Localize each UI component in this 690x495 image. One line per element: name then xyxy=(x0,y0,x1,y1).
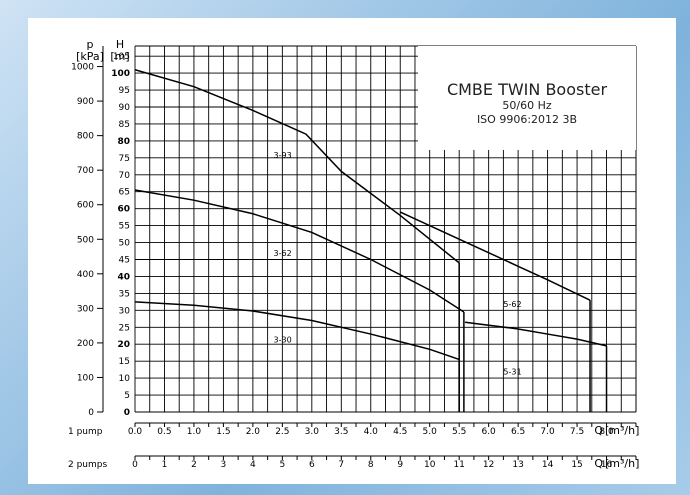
m-tick-label: 80 xyxy=(117,137,130,147)
x2-tick-label: 10 xyxy=(424,460,436,470)
x2-tick-label: 0 xyxy=(132,460,138,470)
y-right-axis-unit: [m] xyxy=(110,50,129,63)
x1-tick-label: 1.5 xyxy=(216,427,230,437)
x1-axis-unit: [m³/h] xyxy=(605,424,639,437)
m-tick-label: 15 xyxy=(119,357,130,367)
m-tick-label: 20 xyxy=(117,340,130,350)
x1-tick-label: 3.0 xyxy=(305,427,320,437)
m-tick-label: 45 xyxy=(119,256,130,266)
title-box: CMBE TWIN Booster 50/60 Hz ISO 9906:2012… xyxy=(418,46,636,150)
m-tick-label: 90 xyxy=(119,103,131,113)
kpa-tick-label: 800 xyxy=(77,132,94,142)
curve-label-5-62: 5-62 xyxy=(503,300,521,309)
m-tick-label: 95 xyxy=(119,86,130,96)
x1-tick-label: 6.0 xyxy=(481,427,496,437)
m-tick-label: 85 xyxy=(119,120,130,130)
curve-5-31 xyxy=(464,321,607,347)
x1-tick-label: 1.0 xyxy=(187,427,202,437)
performance-chart: 0510152025303540455055606570758085909510… xyxy=(68,38,639,470)
chart-subtitle-frequency: 50/60 Hz xyxy=(502,99,552,112)
x2-tick-label: 9 xyxy=(397,460,403,470)
kpa-tick-label: 400 xyxy=(77,270,94,280)
x2-axis-unit: [m³/h] xyxy=(605,457,639,470)
x2-axis-label: Q xyxy=(594,457,603,470)
curve-label-5-31: 5-31 xyxy=(503,368,521,377)
x2-tick-label: 13 xyxy=(512,460,523,470)
chart-subtitle-standard: ISO 9906:2012 3B xyxy=(476,113,578,126)
x2-tick-label: 4 xyxy=(250,460,256,470)
curve-label-3-30: 3-30 xyxy=(274,336,292,345)
x1-tick-label: 3.5 xyxy=(334,427,348,437)
x2-tick-label: 7 xyxy=(338,460,344,470)
chart-card: 0 5 10 15 20 25 30 35 40 45 50 55 60 65 70 75 80 85 90 95 10… xyxy=(28,18,676,484)
x2-tick-label: 5 xyxy=(279,460,285,470)
m-tick-label: 70 xyxy=(119,171,131,181)
curve-3-30 xyxy=(134,301,460,361)
chart-title: CMBE TWIN Booster xyxy=(446,80,608,99)
curve-label-3-62: 3-62 xyxy=(274,249,292,258)
kpa-tick-label: 0 xyxy=(88,408,94,418)
x2-tick-label: 2 xyxy=(191,460,197,470)
m-tick-label: 5 xyxy=(124,391,130,401)
kpa-tick-label: 300 xyxy=(77,304,94,314)
kpa-tick-label: 500 xyxy=(77,235,94,245)
x1-tick-label: 5.5 xyxy=(452,427,466,437)
x2-tick-label: 12 xyxy=(483,460,494,470)
x1-tick-label: 2.0 xyxy=(246,427,261,437)
m-tick-label: 40 xyxy=(117,272,130,282)
x1-row-label: 1 pump xyxy=(68,427,103,437)
kpa-tick-label: 1000 xyxy=(71,63,94,73)
kpa-tick-label: 600 xyxy=(77,201,94,211)
m-tick-label: 65 xyxy=(119,188,130,198)
curve-5-62 xyxy=(399,211,591,301)
x1-tick-label: 0.0 xyxy=(128,427,143,437)
x2-tick-label: 15 xyxy=(571,460,582,470)
kpa-tick-label: 200 xyxy=(77,339,94,349)
x2-tick-label: 8 xyxy=(368,460,374,470)
m-tick-label: 105 xyxy=(113,52,130,62)
x1-axis-label: Q xyxy=(594,424,603,437)
m-tick-label: 100 xyxy=(111,69,130,79)
x1-tick-label: 7.0 xyxy=(540,427,555,437)
x1-tick-label: 0.5 xyxy=(157,427,171,437)
x1-tick-label: 6.5 xyxy=(511,427,525,437)
x2-tick-label: 11 xyxy=(453,460,464,470)
y-left-axis-unit: [kPa] xyxy=(76,50,104,63)
curve-label-3-93: 3-93 xyxy=(274,151,292,160)
x2-row-label: 2 pumps xyxy=(68,460,107,470)
y-right-axis-label: H xyxy=(116,38,124,51)
x2-tick-label: 6 xyxy=(309,460,315,470)
kpa-tick-label: 100 xyxy=(77,373,94,383)
kpa-tick-label: 900 xyxy=(77,97,94,107)
curve-3-93 xyxy=(134,69,460,264)
m-tick-label: 0 xyxy=(124,408,130,418)
x1-tick-label: 7.5 xyxy=(570,427,584,437)
m-tick-label: 50 xyxy=(119,239,131,249)
x1-tick-label: 4.0 xyxy=(364,427,379,437)
x1-tick-label: 2.5 xyxy=(275,427,289,437)
y-left-axis-label: p xyxy=(87,38,94,51)
m-tick-label: 75 xyxy=(119,154,130,164)
curve-3-62 xyxy=(134,189,465,313)
m-tick-label: 60 xyxy=(117,205,130,215)
m-tick-label: 55 xyxy=(119,222,130,232)
x1-tick-label: 8.0 xyxy=(599,427,614,437)
x2-tick-label: 3 xyxy=(221,460,227,470)
x1-tick-label: 5.0 xyxy=(423,427,438,437)
m-tick-label: 35 xyxy=(119,289,130,299)
m-tick-label: 10 xyxy=(119,374,131,384)
kpa-tick-label: 700 xyxy=(77,166,94,176)
x2-tick-label: 14 xyxy=(542,460,554,470)
x2-tick-label: 16 xyxy=(601,460,613,470)
m-tick-label: 25 xyxy=(119,323,130,333)
x2-tick-label: 1 xyxy=(162,460,168,470)
m-tick-label: 30 xyxy=(119,306,131,316)
x1-tick-label: 4.5 xyxy=(393,427,407,437)
